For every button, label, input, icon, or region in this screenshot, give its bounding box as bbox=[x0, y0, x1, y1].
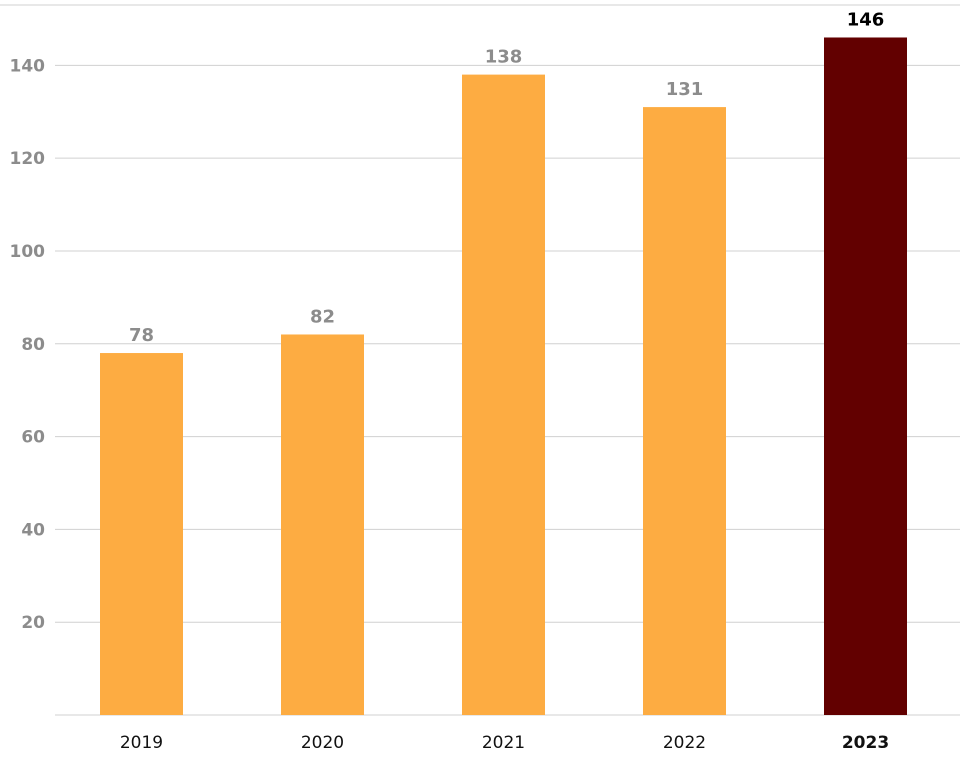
y-tick-label: 20 bbox=[21, 613, 45, 633]
bar-2023 bbox=[824, 37, 907, 716]
x-axis-ticks: 2019 2020 2021 2022 2023 bbox=[120, 733, 889, 753]
data-labels: 78 82 138 131 146 bbox=[129, 9, 884, 346]
y-tick-label: 140 bbox=[10, 56, 46, 76]
bar-2020 bbox=[281, 334, 364, 715]
y-axis-ticks: 20 40 60 80 100 120 140 bbox=[10, 56, 46, 633]
x-tick-label-2019: 2019 bbox=[120, 733, 163, 753]
x-tick-label-2021: 2021 bbox=[482, 733, 525, 753]
y-tick-label: 80 bbox=[21, 335, 45, 355]
x-tick-label-2022: 2022 bbox=[663, 733, 706, 753]
data-label-2021: 138 bbox=[485, 47, 523, 68]
data-label-2023: 146 bbox=[847, 9, 885, 30]
y-tick-label: 60 bbox=[21, 428, 45, 448]
y-tick-label: 120 bbox=[10, 149, 46, 169]
x-tick-label-2020: 2020 bbox=[301, 733, 344, 753]
bar-2022 bbox=[643, 107, 726, 716]
data-label-2020: 82 bbox=[310, 306, 335, 327]
data-label-2022: 131 bbox=[666, 79, 704, 100]
bar-2021 bbox=[462, 74, 545, 715]
bars bbox=[100, 37, 907, 716]
y-tick-label: 40 bbox=[21, 520, 45, 540]
x-tick-label-2023: 2023 bbox=[842, 733, 889, 753]
y-tick-label: 100 bbox=[10, 242, 46, 262]
data-label-2019: 78 bbox=[129, 325, 154, 346]
bar-2019 bbox=[100, 353, 183, 715]
